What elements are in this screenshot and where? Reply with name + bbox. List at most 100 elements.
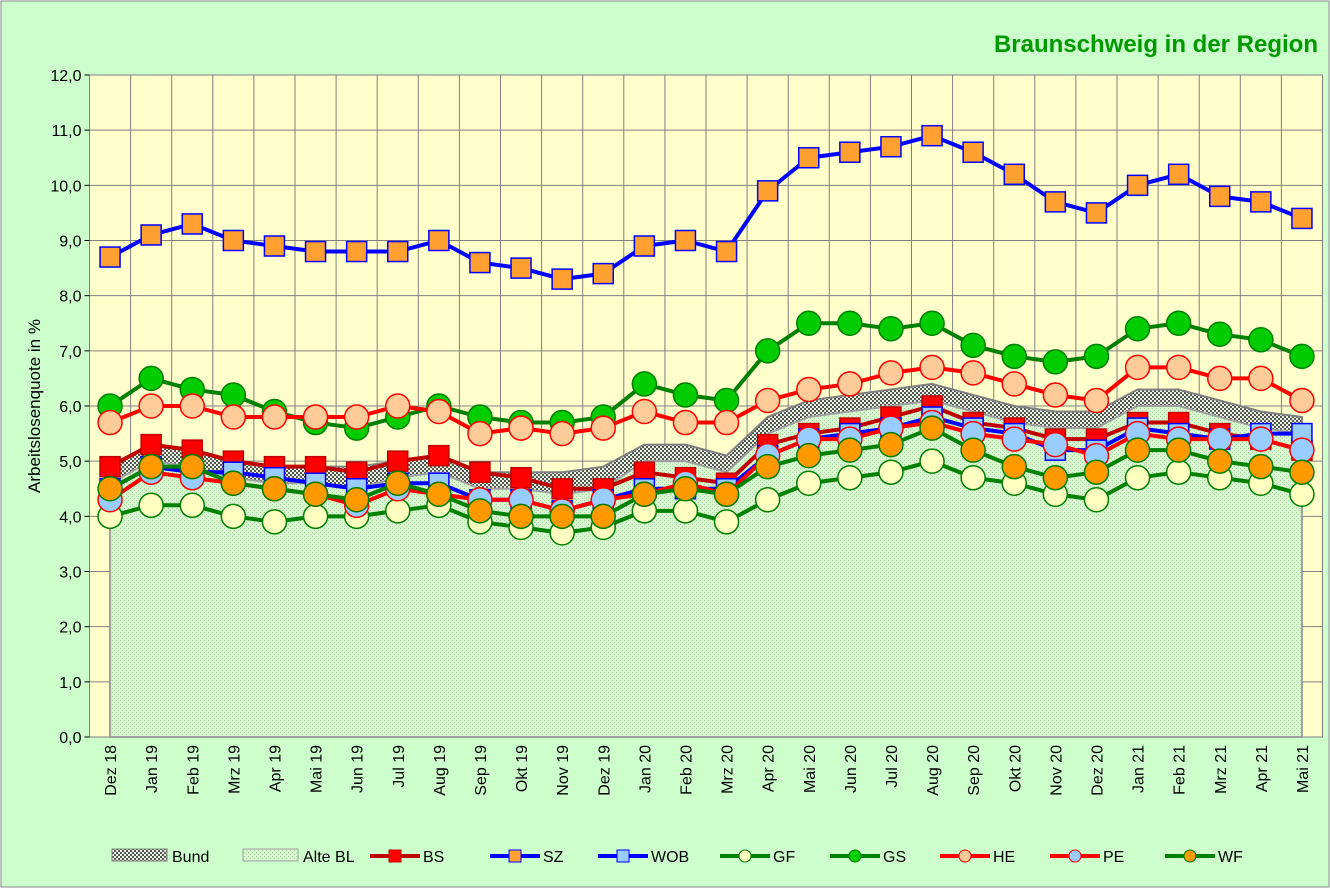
marker [713,387,740,414]
legend-marker [848,849,862,863]
marker [919,415,945,441]
y-tick-label: 2,0 [59,620,81,637]
y-tick-label: 8,0 [59,289,81,306]
marker [551,478,573,500]
marker [878,360,904,386]
marker [1003,163,1025,186]
marker [467,420,493,447]
marker [1083,459,1110,485]
marker [1167,163,1190,186]
marker [181,213,203,235]
marker [99,455,121,478]
marker [837,437,863,463]
legend-swatch [242,848,299,862]
marker [549,420,575,447]
marker [385,393,411,419]
y-tick-label: 6,0 [59,399,81,416]
marker [1207,426,1233,452]
x-tick-label: Jan 19 [144,745,161,793]
marker [343,404,370,430]
y-tick-label: 7,0 [59,344,81,361]
marker [426,398,452,425]
marker [962,141,984,163]
y-tick-label: 10,0 [50,178,81,195]
marker [1289,343,1315,370]
marker [428,229,450,252]
marker [590,415,616,441]
marker [880,135,902,158]
marker [1165,437,1192,463]
legend-marker [958,849,972,863]
marker [510,466,532,489]
legend-marker [508,849,522,863]
chart-title: Braunschweig in der Region [994,31,1318,58]
marker [508,415,534,441]
marker [140,433,162,456]
x-tick-label: Mrz 20 [720,745,737,794]
y-tick-label: 3,0 [59,565,81,582]
legend-label: Alte BL [303,849,355,866]
marker [919,448,945,474]
marker [1289,481,1315,508]
legend-label: GF [773,849,795,866]
marker [1085,202,1108,224]
x-tick-label: Mai 21 [1295,745,1312,793]
marker [633,235,656,257]
marker [345,240,368,263]
marker [179,453,205,480]
marker [261,509,288,535]
marker [426,481,452,508]
legend-label: PE [1103,849,1124,866]
marker [467,498,493,524]
marker [672,498,699,524]
marker [220,404,247,430]
marker [97,476,123,502]
legend-label: WF [1218,849,1243,866]
marker [754,453,781,480]
marker [1248,426,1274,452]
marker [1126,174,1149,197]
x-tick-label: Nov 19 [555,745,572,796]
marker [385,470,411,496]
marker [837,464,863,491]
marker [878,431,904,458]
marker [302,481,329,508]
legend-marker [1183,849,1197,863]
x-tick-label: Dez 20 [1089,745,1106,796]
marker [1042,349,1069,375]
marker [1207,365,1233,392]
marker [138,453,164,480]
marker [387,450,409,472]
marker [387,240,409,263]
marker [385,498,411,524]
marker [1289,387,1315,414]
x-tick-label: Jul 19 [391,745,408,788]
marker [672,476,699,502]
marker [1207,321,1233,348]
marker [715,240,738,263]
marker [796,442,822,469]
marker [878,459,904,485]
marker [921,124,943,147]
marker [1289,437,1315,463]
marker [1042,464,1069,491]
x-tick-label: Dez 18 [103,745,120,796]
x-tick-label: Jun 19 [350,745,367,793]
marker [1209,185,1231,208]
marker [878,316,904,342]
marker [1042,431,1069,458]
marker [261,404,288,430]
marker [179,393,205,419]
x-tick-label: Dez 19 [596,745,613,796]
marker [428,444,450,467]
marker [796,376,822,403]
marker [551,268,573,290]
y-tick-label: 12,0 [50,68,81,85]
marker [796,470,822,496]
marker [1083,387,1110,414]
marker [469,251,491,274]
y-tick-label: 4,0 [59,509,81,526]
y-tick-label: 1,0 [59,675,81,692]
marker [796,310,822,336]
